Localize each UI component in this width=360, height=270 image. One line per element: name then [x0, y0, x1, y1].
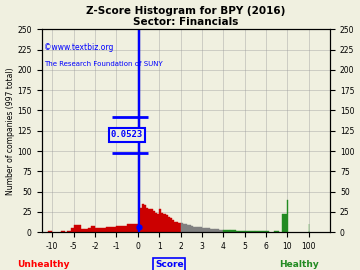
- Bar: [181, 223, 183, 232]
- Bar: [223, 230, 230, 232]
- Bar: [195, 227, 198, 232]
- Bar: [88, 228, 91, 232]
- Bar: [81, 229, 84, 232]
- Text: The Research Foundation of SUNY: The Research Foundation of SUNY: [44, 61, 163, 67]
- Bar: [215, 229, 219, 232]
- Text: Healthy: Healthy: [279, 260, 319, 269]
- Bar: [198, 227, 200, 232]
- Title: Z-Score Histogram for BPY (2016)
Sector: Financials: Z-Score Histogram for BPY (2016) Sector:…: [86, 6, 285, 27]
- Bar: [67, 231, 72, 232]
- Bar: [282, 214, 287, 232]
- Bar: [140, 208, 142, 232]
- Bar: [91, 226, 95, 232]
- Bar: [189, 225, 191, 232]
- Bar: [174, 222, 176, 232]
- Text: Score: Score: [155, 260, 184, 269]
- Bar: [106, 227, 116, 232]
- Bar: [193, 227, 195, 232]
- Text: Unhealthy: Unhealthy: [17, 260, 69, 269]
- Bar: [157, 214, 159, 232]
- Bar: [148, 210, 150, 232]
- Bar: [179, 223, 181, 232]
- Bar: [183, 224, 185, 232]
- Bar: [155, 213, 157, 232]
- Bar: [48, 231, 52, 232]
- Bar: [153, 211, 155, 232]
- Bar: [274, 231, 279, 232]
- Bar: [150, 210, 153, 232]
- Bar: [168, 217, 170, 232]
- Bar: [236, 231, 245, 232]
- Bar: [170, 218, 172, 232]
- Bar: [202, 228, 206, 232]
- Bar: [266, 231, 269, 232]
- Bar: [127, 224, 138, 232]
- Bar: [138, 29, 140, 232]
- Bar: [245, 231, 255, 232]
- Bar: [185, 224, 187, 232]
- Bar: [161, 213, 163, 232]
- Text: ©www.textbiz.org: ©www.textbiz.org: [44, 43, 114, 52]
- Bar: [230, 230, 236, 232]
- Bar: [176, 222, 179, 232]
- Bar: [172, 220, 174, 232]
- Bar: [163, 214, 166, 232]
- Bar: [72, 228, 74, 232]
- Y-axis label: Number of companies (997 total): Number of companies (997 total): [5, 67, 14, 195]
- Bar: [211, 229, 215, 232]
- Text: 0.0523: 0.0523: [111, 130, 143, 139]
- Bar: [206, 228, 211, 232]
- Bar: [142, 204, 144, 232]
- Bar: [255, 231, 266, 232]
- Bar: [95, 228, 106, 232]
- Bar: [144, 205, 146, 232]
- Bar: [61, 231, 65, 232]
- Bar: [74, 225, 81, 232]
- Bar: [191, 226, 193, 232]
- Bar: [159, 210, 161, 232]
- Bar: [187, 225, 189, 232]
- Bar: [200, 227, 202, 232]
- Bar: [219, 230, 223, 232]
- Bar: [116, 226, 127, 232]
- Bar: [146, 208, 148, 232]
- Bar: [166, 215, 168, 232]
- Bar: [84, 229, 88, 232]
